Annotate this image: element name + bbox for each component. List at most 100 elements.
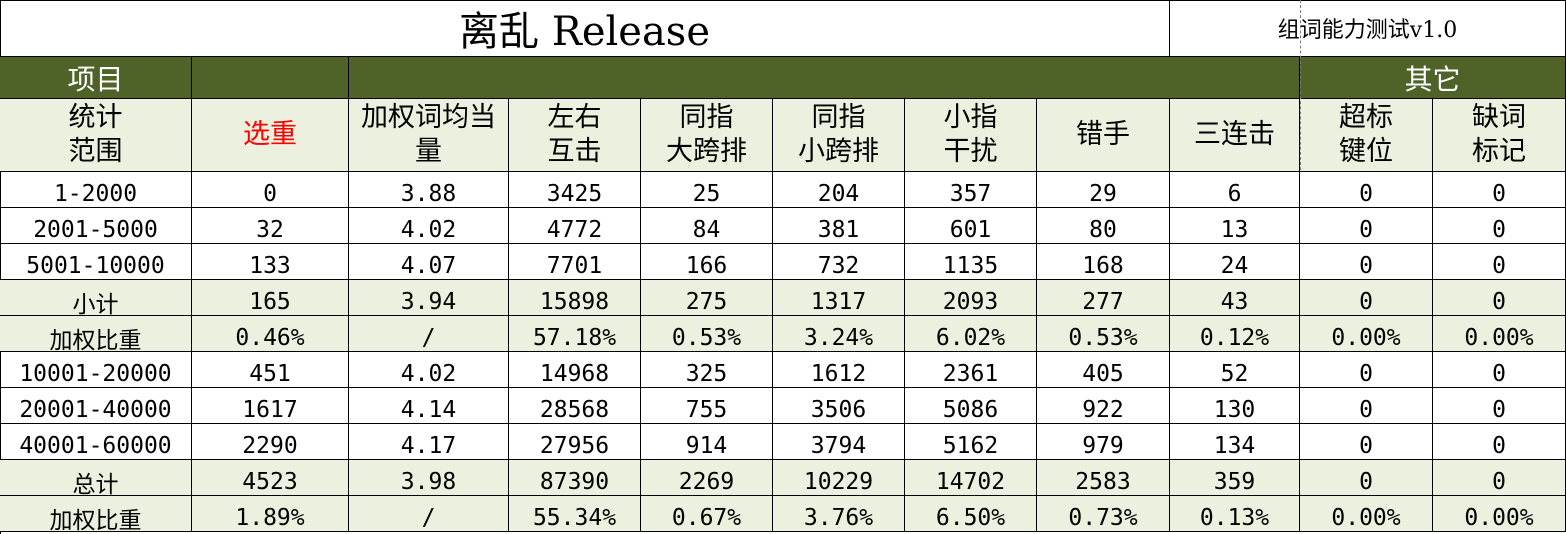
column-header-10[interactable]: 缺词 标记 <box>1433 99 1566 172</box>
table-cell[interactable]: 4.14 <box>349 388 509 424</box>
table-cell[interactable]: 0.00% <box>1300 316 1433 352</box>
table-cell[interactable]: 165 <box>192 280 349 316</box>
table-cell[interactable]: 0 <box>1300 208 1433 244</box>
table-cell[interactable]: 979 <box>1037 424 1170 460</box>
band-item-label[interactable]: 项目 <box>0 57 192 99</box>
table-cell[interactable]: 3.24% <box>773 316 905 352</box>
table-cell[interactable]: / <box>349 496 509 532</box>
table-cell[interactable]: 0 <box>1300 424 1433 460</box>
table-cell[interactable]: 405 <box>1037 352 1170 388</box>
table-cell[interactable]: 134 <box>1170 424 1300 460</box>
table-cell[interactable]: 6.02% <box>905 316 1037 352</box>
column-header-9[interactable]: 超标 键位 <box>1300 99 1433 172</box>
table-cell[interactable]: 275 <box>641 280 773 316</box>
table-cell[interactable]: 0 <box>1300 352 1433 388</box>
row-label[interactable]: 1-2000 <box>0 172 192 208</box>
table-cell[interactable]: 2290 <box>192 424 349 460</box>
column-header-7[interactable]: 错手 <box>1037 99 1170 172</box>
column-header-4[interactable]: 同指 大跨排 <box>641 99 773 172</box>
table-cell[interactable]: 0.46% <box>192 316 349 352</box>
table-cell[interactable]: 4772 <box>509 208 641 244</box>
table-cell[interactable]: 15898 <box>509 280 641 316</box>
table-cell[interactable]: 2361 <box>905 352 1037 388</box>
table-cell[interactable]: 0 <box>1433 388 1566 424</box>
table-cell[interactable]: 27956 <box>509 424 641 460</box>
column-header-5[interactable]: 同指 小跨排 <box>773 99 905 172</box>
table-cell[interactable]: 0 <box>1300 460 1433 496</box>
column-header-1[interactable]: 选重 <box>192 99 349 172</box>
table-cell[interactable]: 0 <box>1300 388 1433 424</box>
column-header-2[interactable]: 加权词均当量 <box>349 99 509 172</box>
table-cell[interactable]: 732 <box>773 244 905 280</box>
table-cell[interactable]: 1617 <box>192 388 349 424</box>
table-cell[interactable]: 168 <box>1037 244 1170 280</box>
table-cell[interactable]: 166 <box>641 244 773 280</box>
table-cell[interactable]: 0 <box>192 172 349 208</box>
table-cell[interactable]: 204 <box>773 172 905 208</box>
sheet-title[interactable]: 离乱 Release <box>0 0 1170 57</box>
table-cell[interactable]: 32 <box>192 208 349 244</box>
table-cell[interactable]: 0 <box>1433 172 1566 208</box>
table-cell[interactable]: 80 <box>1037 208 1170 244</box>
row-label[interactable]: 加权比重 <box>0 496 192 532</box>
table-cell[interactable]: 914 <box>641 424 773 460</box>
table-cell[interactable]: 3794 <box>773 424 905 460</box>
row-label[interactable]: 40001-60000 <box>0 424 192 460</box>
table-cell[interactable]: 7701 <box>509 244 641 280</box>
table-cell[interactable]: 13 <box>1170 208 1300 244</box>
table-cell[interactable]: 359 <box>1170 460 1300 496</box>
table-cell[interactable]: 4.07 <box>349 244 509 280</box>
table-cell[interactable]: 1135 <box>905 244 1037 280</box>
table-cell[interactable]: 25 <box>641 172 773 208</box>
table-cell[interactable]: 0.12% <box>1170 316 1300 352</box>
column-header-6[interactable]: 小指 干扰 <box>905 99 1037 172</box>
row-label[interactable]: 5001-10000 <box>0 244 192 280</box>
table-cell[interactable]: 0 <box>1433 424 1566 460</box>
table-cell[interactable]: 0 <box>1433 208 1566 244</box>
table-cell[interactable]: 3.98 <box>349 460 509 496</box>
table-cell[interactable]: 755 <box>641 388 773 424</box>
table-cell[interactable]: 0 <box>1433 460 1566 496</box>
table-cell[interactable]: 2093 <box>905 280 1037 316</box>
table-cell[interactable]: 87390 <box>509 460 641 496</box>
table-cell[interactable]: 4.02 <box>349 208 509 244</box>
table-cell[interactable]: 3506 <box>773 388 905 424</box>
table-cell[interactable]: 3.76% <box>773 496 905 532</box>
table-cell[interactable]: 4.17 <box>349 424 509 460</box>
table-cell[interactable]: 57.18% <box>509 316 641 352</box>
table-cell[interactable]: 0.00% <box>1433 496 1566 532</box>
table-cell[interactable]: 277 <box>1037 280 1170 316</box>
table-cell[interactable]: 0 <box>1433 280 1566 316</box>
table-cell[interactable]: 3425 <box>509 172 641 208</box>
table-cell[interactable]: 133 <box>192 244 349 280</box>
table-cell[interactable]: 2269 <box>641 460 773 496</box>
table-cell[interactable]: 6.50% <box>905 496 1037 532</box>
table-cell[interactable]: 24 <box>1170 244 1300 280</box>
column-header-0[interactable]: 统计 范围 <box>0 99 192 172</box>
table-cell[interactable]: 5086 <box>905 388 1037 424</box>
table-cell[interactable]: 52 <box>1170 352 1300 388</box>
table-cell[interactable]: 14702 <box>905 460 1037 496</box>
table-cell[interactable]: 1612 <box>773 352 905 388</box>
table-cell[interactable]: 0 <box>1300 244 1433 280</box>
table-cell[interactable]: 0 <box>1300 172 1433 208</box>
band-blank-1[interactable] <box>192 57 349 99</box>
table-cell[interactable]: 4.02 <box>349 352 509 388</box>
table-cell[interactable]: 0.53% <box>1037 316 1170 352</box>
table-cell[interactable]: 357 <box>905 172 1037 208</box>
table-cell[interactable]: 84 <box>641 208 773 244</box>
table-cell[interactable]: 381 <box>773 208 905 244</box>
column-header-8[interactable]: 三连击 <box>1170 99 1300 172</box>
table-cell[interactable]: 0.73% <box>1037 496 1170 532</box>
table-cell[interactable]: 0 <box>1433 244 1566 280</box>
table-cell[interactable]: 1.89% <box>192 496 349 532</box>
table-cell[interactable]: 0.13% <box>1170 496 1300 532</box>
row-label[interactable]: 20001-40000 <box>0 388 192 424</box>
table-cell[interactable]: 0 <box>1300 280 1433 316</box>
column-header-3[interactable]: 左右 互击 <box>509 99 641 172</box>
table-cell[interactable]: 10229 <box>773 460 905 496</box>
row-label[interactable]: 小计 <box>0 280 192 316</box>
table-cell[interactable]: 451 <box>192 352 349 388</box>
table-cell[interactable]: 0.53% <box>641 316 773 352</box>
table-cell[interactable]: 0.00% <box>1300 496 1433 532</box>
